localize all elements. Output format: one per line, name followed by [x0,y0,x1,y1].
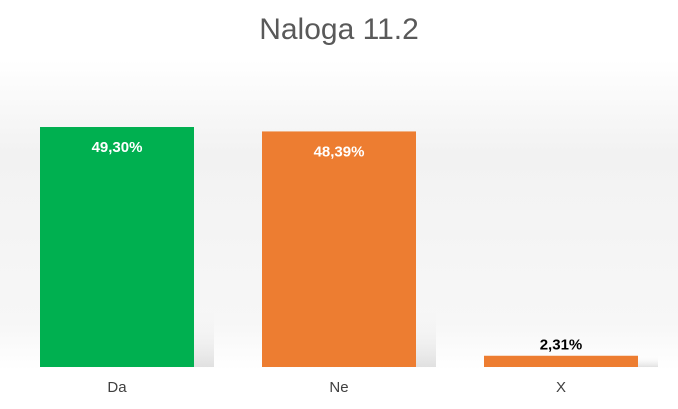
x-tick-label: X [556,379,566,396]
chart-title: Naloga 11.2 [259,13,419,46]
bar [262,131,416,367]
value-label: 2,31% [540,337,583,354]
x-tick-label: Da [107,379,127,396]
value-label: 49,30% [92,139,143,156]
value-label: 48,39% [314,143,365,160]
bar [40,127,194,367]
bar [484,355,638,367]
x-tick-label: Ne [329,379,348,396]
